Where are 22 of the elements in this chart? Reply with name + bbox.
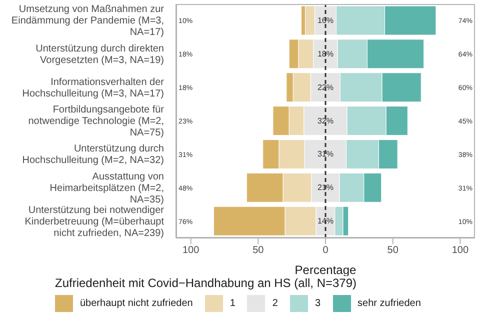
x-tick-label: 50: [387, 245, 399, 256]
x-tick-label: 100: [182, 245, 200, 256]
y-tick-label: Umsetzung von Maßnahmen zur Eindämmung der Pandemie (M=3, NA=17): [11, 4, 165, 38]
legend-title: Zufriedenheit mit Covid−Handhabung an HS (all, N=379): [55, 276, 358, 290]
data-label: 31%: [317, 150, 334, 159]
x-tick-label: 0: [322, 245, 329, 256]
legend-label: sehr zufrieden: [358, 298, 421, 309]
data-label: 21%: [317, 183, 334, 192]
legend-label: überhaupt nicht zufrieden: [80, 298, 193, 309]
y-tick-label: Unterstützung durch direkten Vorgesetzten (M=3, NA=19): [36, 42, 164, 66]
y-tick-label: Informationsverhalten der Hochschulleitung (M=3, NA=17): [22, 76, 165, 99]
legend-label: 2: [272, 298, 278, 309]
x-tick-label: 100: [452, 245, 469, 256]
y-tick-label: Ausstattung von Heimarbeitsplätzen (M=2, NA=35): [50, 170, 164, 205]
legend-label: 1: [230, 298, 236, 309]
x-tick-label: 50: [252, 245, 264, 256]
y-tick-label: Fortbildungsangebote für notwendige Technologie (M=2, NA=75): [28, 104, 165, 138]
data-label: 32%: [317, 116, 334, 126]
y-tick-label: Unterstützung bei notwendiger Kinderbetreuung (M=überhaupt nicht zufrieden, NA=239): [24, 204, 165, 238]
data-label: 22%: [317, 82, 334, 92]
legend-label: 3: [314, 298, 321, 309]
y-tick-label: Unterstützung durch Hochschulleitung (M=2, NA=32): [22, 143, 164, 166]
